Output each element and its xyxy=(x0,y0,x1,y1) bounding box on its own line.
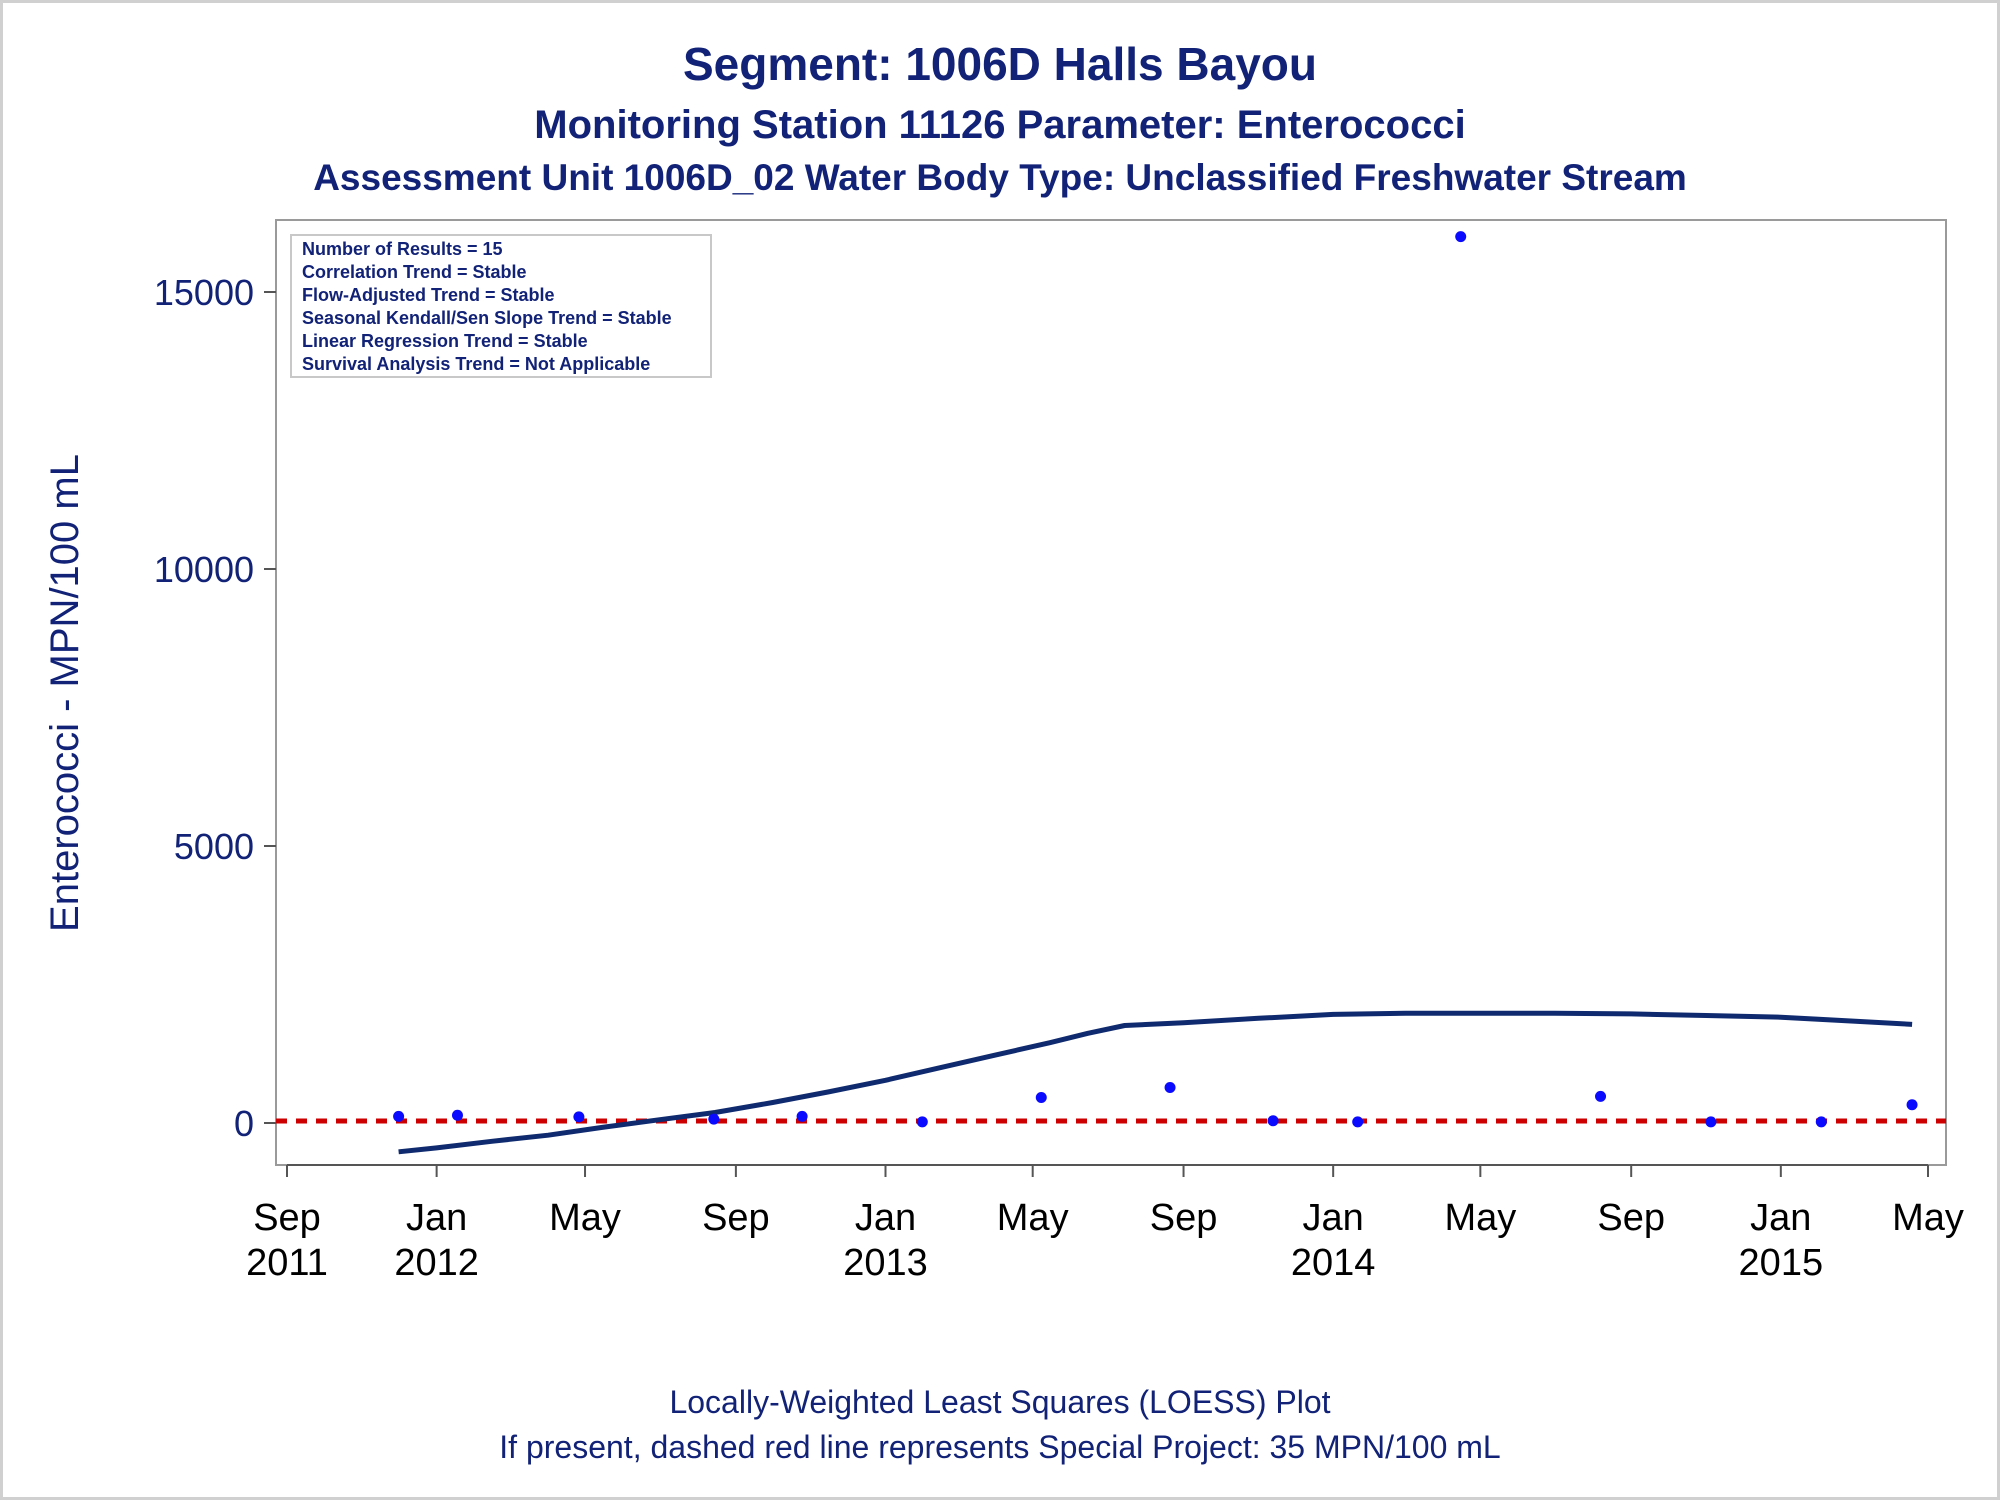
y-axis: 0 5000 10000 15000 xyxy=(154,272,276,1144)
data-point xyxy=(708,1113,720,1125)
x-tick-label: Jan xyxy=(855,1197,916,1239)
data-point xyxy=(1595,1090,1607,1102)
data-point xyxy=(1705,1116,1717,1128)
x-tick-label: Sep xyxy=(1597,1197,1665,1239)
data-point xyxy=(1352,1116,1364,1128)
x-tick-label: Jan xyxy=(1750,1197,1811,1239)
x-tick-year-label: 2015 xyxy=(1739,1242,1824,1284)
footnote-loess: Locally-Weighted Least Squares (LOESS) P… xyxy=(669,1384,1330,1420)
x-tick-year-label: 2012 xyxy=(394,1242,479,1284)
x-tick-year-label: 2011 xyxy=(246,1242,328,1284)
data-point xyxy=(1035,1092,1047,1104)
y-tick-label: 0 xyxy=(234,1103,254,1144)
x-tick-label: May xyxy=(1892,1197,1964,1239)
legend-line: Seasonal Kendall/Sen Slope Trend = Stabl… xyxy=(302,308,672,328)
legend-border xyxy=(290,234,712,378)
legend-line: Linear Regression Trend = Stable xyxy=(302,331,588,351)
y-tick-label: 10000 xyxy=(154,549,254,590)
y-tick-label: 15000 xyxy=(154,272,254,313)
x-tick-label: May xyxy=(549,1197,621,1239)
trend-legend-box: Number of Results = 15 Correlation Trend… xyxy=(290,234,712,378)
y-tick-label: 5000 xyxy=(174,826,254,867)
x-tick-label: Sep xyxy=(1150,1197,1218,1239)
data-point xyxy=(796,1110,808,1122)
data-point xyxy=(1267,1115,1279,1127)
legend-line: Correlation Trend = Stable xyxy=(302,262,527,282)
x-tick-label: Jan xyxy=(1303,1197,1364,1239)
loess-layer xyxy=(398,1010,1913,1155)
data-point xyxy=(1164,1082,1176,1094)
data-point xyxy=(573,1111,585,1123)
data-point xyxy=(1906,1099,1918,1111)
x-tick-label: Jan xyxy=(406,1197,467,1239)
data-point xyxy=(1815,1116,1827,1128)
points-layer xyxy=(393,231,1918,1128)
legend-line: Flow-Adjusted Trend = Stable xyxy=(302,285,555,305)
x-tick-label: May xyxy=(997,1197,1069,1239)
data-point xyxy=(393,1110,405,1122)
chart-title: Segment: 1006D Halls Bayou xyxy=(683,38,1317,90)
data-point xyxy=(916,1116,928,1128)
footnote-reference: If present, dashed red line represents S… xyxy=(499,1429,1500,1465)
y-axis-label: Enterococci - MPN/100 mL xyxy=(43,454,87,932)
x-tick-year-label: 2014 xyxy=(1291,1242,1376,1284)
legend-line: Survival Analysis Trend = Not Applicable xyxy=(302,354,650,374)
data-point xyxy=(451,1109,463,1121)
chart-subtitle-station: Monitoring Station 11126 Parameter: Ente… xyxy=(534,103,1465,147)
data-point xyxy=(1455,231,1467,243)
x-tick-year-label: 2013 xyxy=(843,1242,928,1284)
x-tick-label: Sep xyxy=(702,1197,770,1239)
legend-line: Number of Results = 15 xyxy=(302,239,503,259)
x-tick-label: Sep xyxy=(253,1197,321,1239)
loess-curve xyxy=(398,1010,1913,1155)
x-tick-label: May xyxy=(1444,1197,1516,1239)
chart-subtitle-assessment: Assessment Unit 1006D_02 Water Body Type… xyxy=(313,157,1687,198)
